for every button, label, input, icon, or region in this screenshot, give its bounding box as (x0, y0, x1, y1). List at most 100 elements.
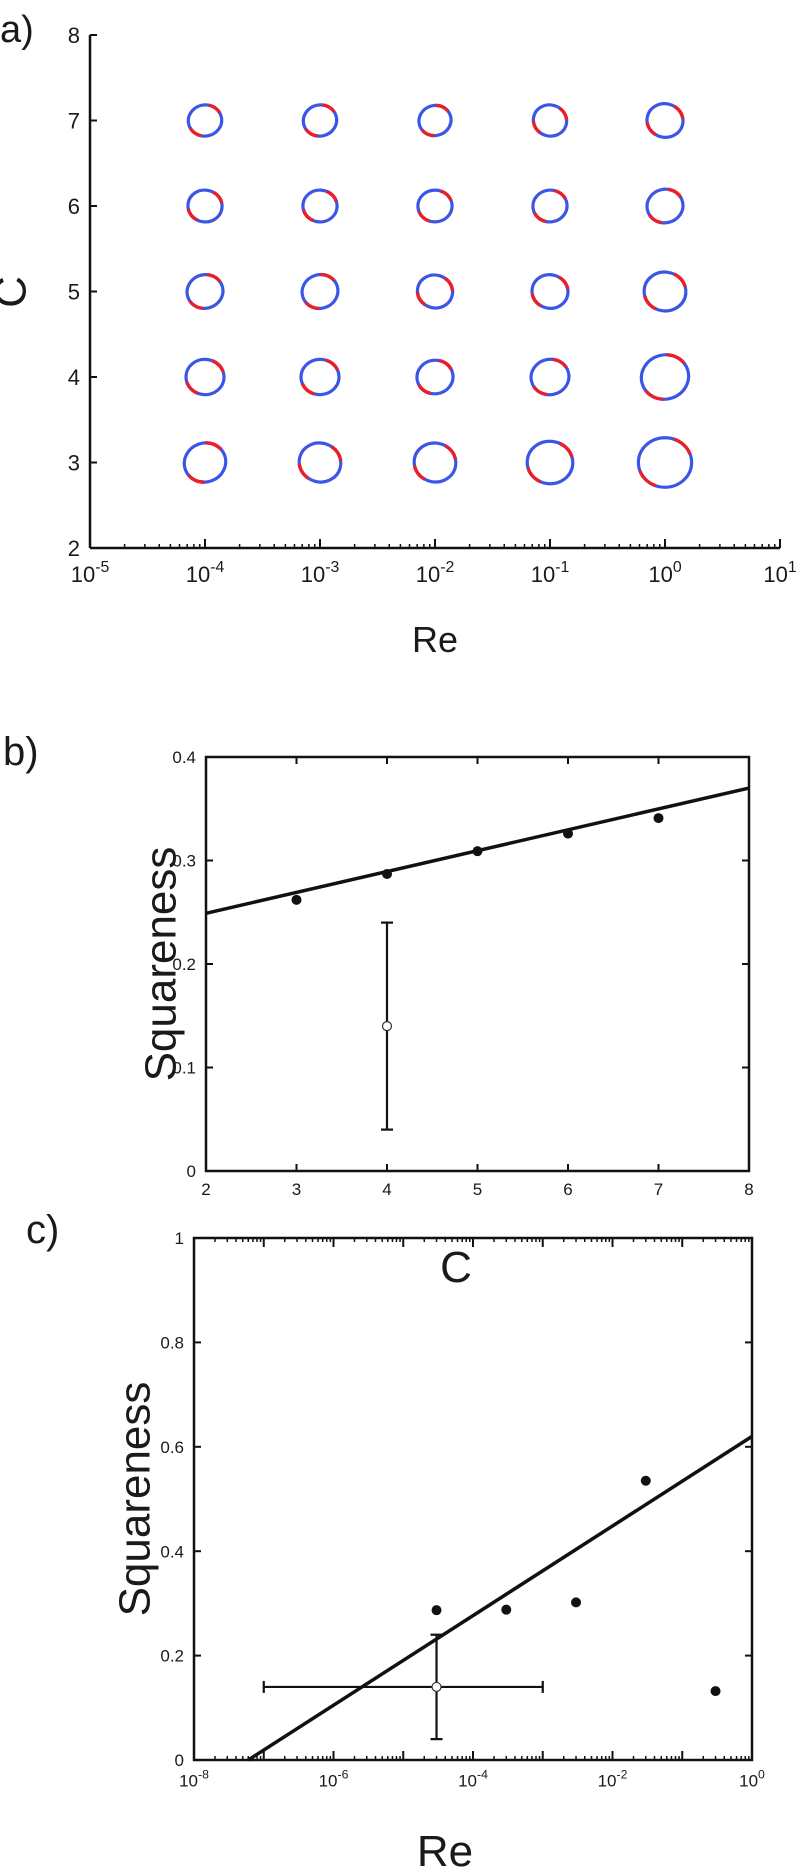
x-tick-label: 4 (382, 1180, 391, 1199)
x-tick-label: 10-6 (319, 1768, 349, 1791)
data-point (382, 868, 392, 879)
x-tick-exponent: -6 (338, 1768, 349, 1782)
data-point (501, 1604, 512, 1615)
x-tick-exponent: -3 (325, 559, 339, 576)
x-tick-label: 5 (473, 1180, 482, 1199)
drop-outline (299, 357, 341, 397)
y-tick-label: 4 (68, 365, 80, 390)
drop-outline (301, 103, 339, 138)
x-tick-exponent: 0 (673, 559, 682, 576)
drop-shape (301, 103, 339, 138)
drop-outline (297, 441, 343, 484)
y-tick-label: 2 (68, 536, 80, 561)
drop-red-segment (320, 272, 336, 282)
drop-outline (529, 357, 571, 397)
drop-red-segment (420, 128, 435, 138)
data-point (571, 1597, 582, 1608)
drop-red-segment (185, 381, 199, 395)
drop-shape (645, 102, 685, 139)
y-tick-label: 0.6 (160, 1438, 184, 1457)
drop-red-segment (532, 385, 548, 397)
panel-label: a) (0, 9, 34, 51)
drop-outline (530, 273, 570, 310)
x-tick-label: 10-1 (531, 559, 570, 587)
x-tick-base: 10 (179, 1771, 198, 1790)
drop-red-segment (412, 465, 426, 481)
x-tick-base: 10 (739, 1771, 758, 1790)
drop-outline (182, 441, 228, 484)
y-axis-label: Squareness (111, 1382, 160, 1617)
drop-red-segment (304, 301, 320, 311)
x-tick-label: 10-3 (301, 559, 340, 587)
drop-shape (529, 357, 571, 397)
x-tick-exponent: -1 (555, 559, 569, 576)
drop-red-segment (533, 212, 547, 224)
x-tick-base: 10 (598, 1771, 617, 1790)
x-tick-label: 8 (744, 1180, 753, 1199)
drop-red-segment (417, 383, 432, 396)
x-tick-base: 10 (648, 562, 672, 587)
drop-outline (645, 187, 685, 225)
drop-outline (300, 272, 340, 311)
x-tick-base: 10 (319, 1771, 338, 1790)
x-tick-base: 10 (763, 562, 787, 587)
x-tick-base: 10 (531, 562, 555, 587)
data-point (563, 828, 573, 839)
drop-red-segment (667, 187, 682, 199)
drop-outline (531, 188, 569, 224)
x-tick-label: 10-4 (186, 559, 225, 587)
drop-shape (186, 188, 224, 224)
drop-outline (301, 188, 339, 224)
drop-outline (531, 103, 569, 138)
drop-red-segment (439, 189, 453, 202)
x-tick-exponent: -4 (477, 1768, 488, 1782)
x-axis-label: Re (417, 1827, 473, 1876)
drop-outline (645, 102, 685, 139)
y-tick-label: 7 (68, 108, 80, 133)
x-tick-label: 101 (763, 559, 796, 587)
drop-red-segment (186, 208, 198, 222)
data-point (710, 1686, 721, 1697)
y-tick-label: 3 (68, 450, 80, 475)
x-tick-exponent: -2 (440, 559, 454, 576)
mean-marker (381, 1020, 393, 1032)
fit-line (247, 1434, 753, 1762)
drop-shape (642, 270, 688, 313)
drop-outline (415, 358, 455, 396)
panel-label: b) (3, 730, 39, 774)
x-tick-label: 10-2 (416, 559, 455, 587)
x-tick-label: 3 (292, 1180, 301, 1199)
drop-red-segment (438, 358, 453, 371)
drop-red-segment (211, 359, 225, 373)
drop-red-segment (415, 292, 427, 307)
drop-red-segment (435, 103, 450, 113)
y-tick-label: 0.4 (160, 1542, 184, 1561)
drop-outline (416, 188, 454, 224)
y-tick-label: 6 (68, 194, 80, 219)
x-tick-label: 7 (654, 1180, 663, 1199)
y-axis-label: Squareness (137, 847, 186, 1082)
drop-red-segment (558, 106, 569, 121)
drop-shape (300, 272, 340, 311)
drop-shape (415, 358, 455, 396)
plot-frame (192, 1236, 754, 1762)
drop-red-segment (643, 295, 657, 311)
x-tick-base: 10 (186, 562, 210, 587)
drop-red-segment (205, 441, 223, 451)
drop-shape (182, 441, 228, 484)
drop-outline (639, 353, 691, 401)
x-tick-base: 10 (301, 562, 325, 587)
x-axis-label: C (440, 1243, 472, 1292)
drop-red-segment (666, 353, 686, 365)
x-tick-base: 10 (71, 562, 95, 587)
x-tick-label: 10-4 (458, 1768, 488, 1791)
data-point (291, 894, 302, 905)
drop-red-segment (208, 103, 222, 115)
x-tick-exponent: 1 (788, 559, 797, 576)
x-tick-exponent: 0 (758, 1768, 765, 1782)
drop-red-segment (188, 300, 204, 310)
x-tick-exponent: -2 (617, 1768, 628, 1782)
drop-shape (416, 188, 454, 224)
y-tick-label: 0.4 (172, 748, 196, 767)
